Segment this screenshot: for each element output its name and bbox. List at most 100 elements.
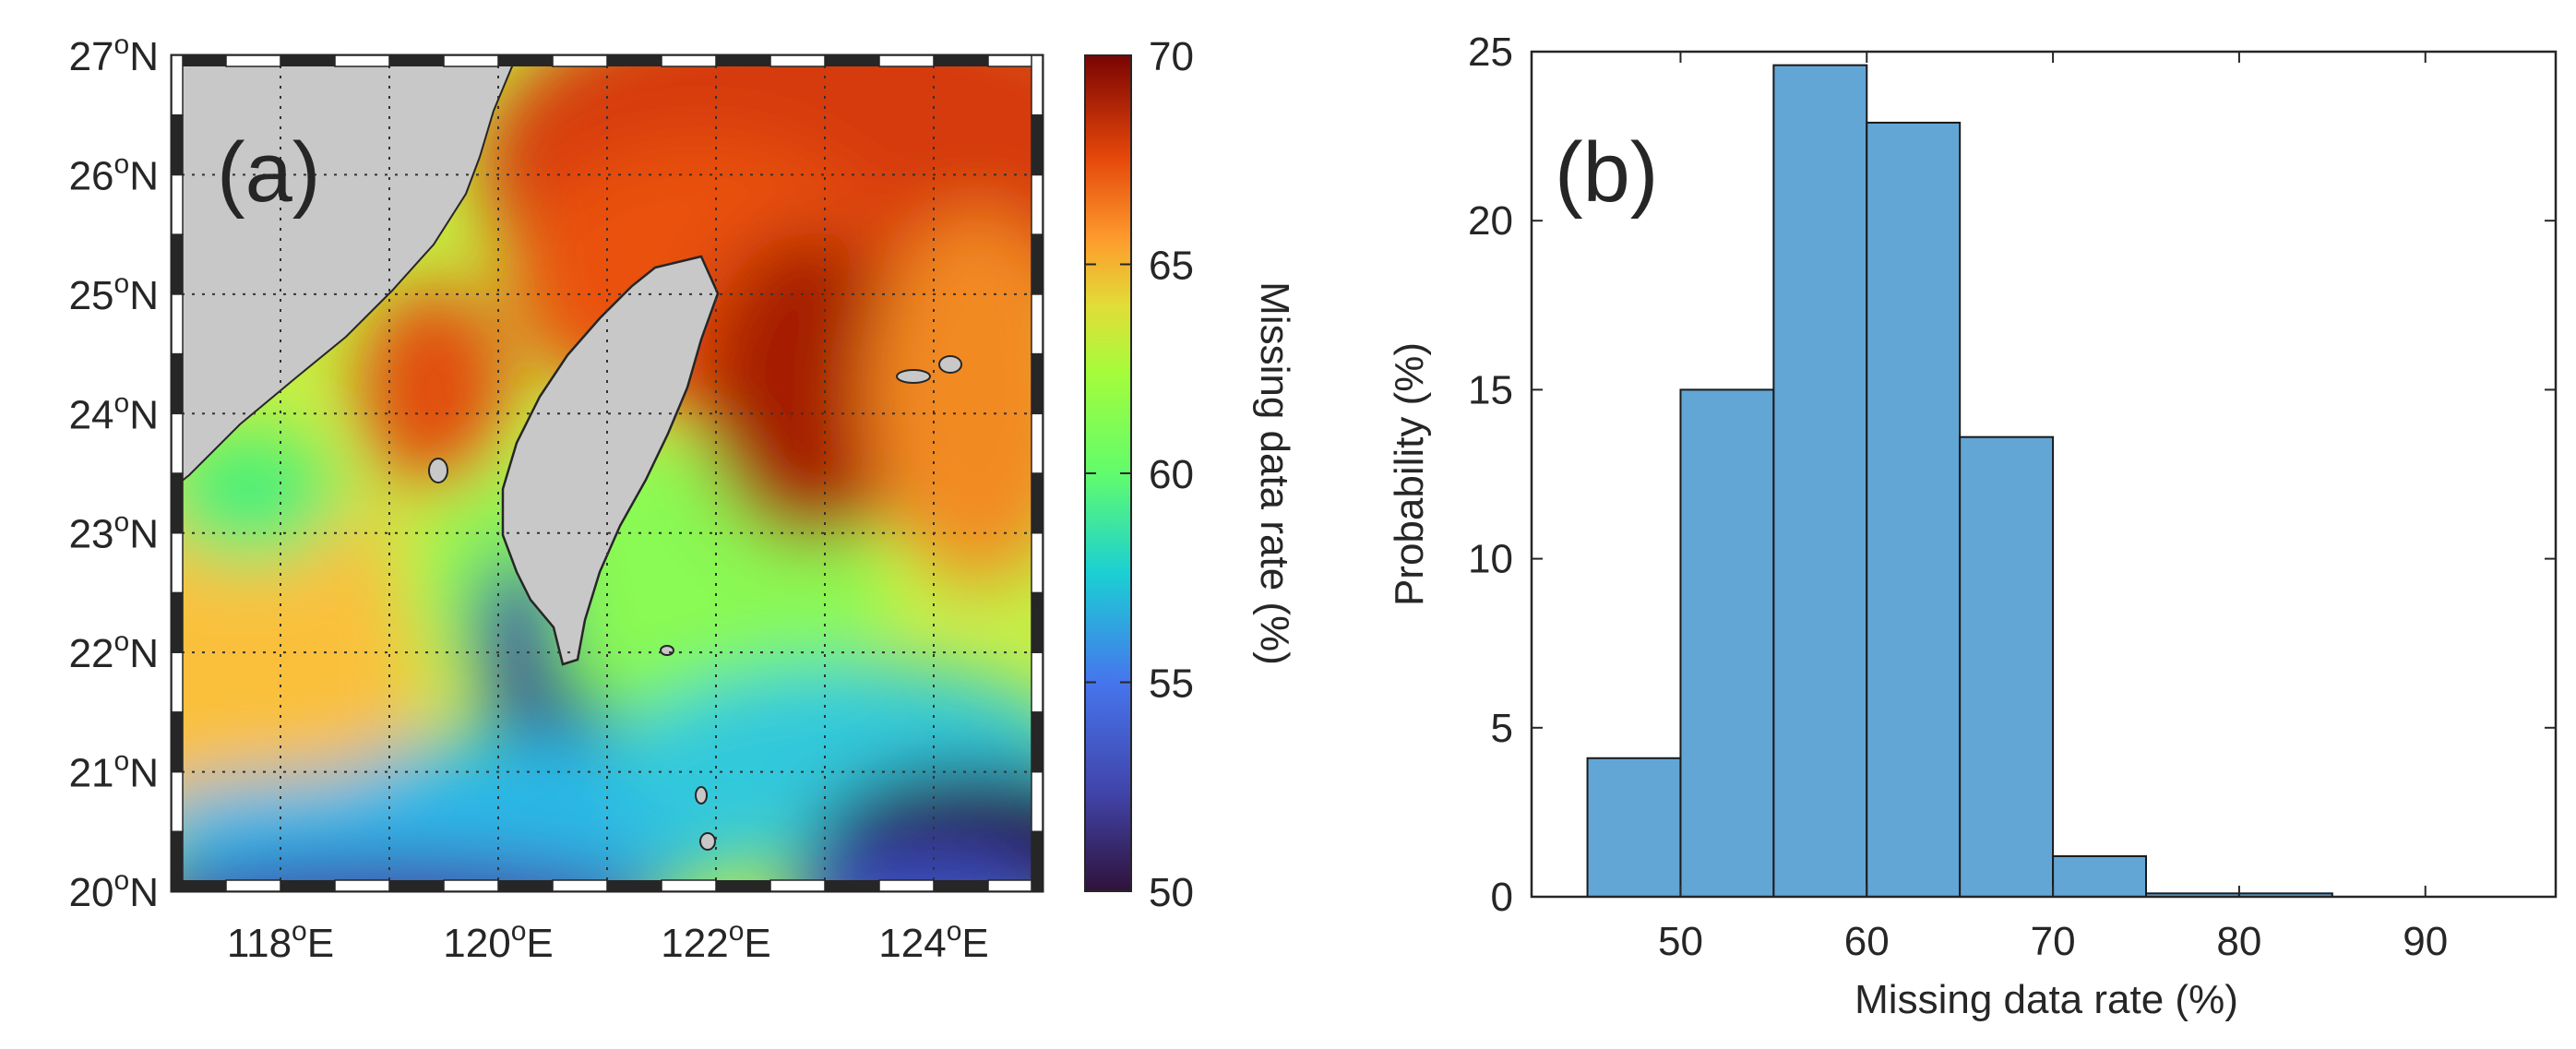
x-tick-label: 90	[2403, 919, 2448, 964]
frame-segment	[716, 880, 770, 891]
frame-segment	[171, 173, 184, 235]
y-tick-label: 0	[1491, 875, 1513, 920]
frame-segment	[1031, 770, 1044, 833]
frame-segment	[934, 880, 988, 891]
frame-segment	[171, 352, 184, 415]
frame-segment	[1031, 651, 1044, 713]
latitude-tick-label: 26oN	[69, 149, 159, 198]
frame-segment	[171, 113, 184, 176]
frame-segment	[171, 412, 184, 474]
frame-segment	[1031, 412, 1044, 474]
latitude-tick-label: 27oN	[69, 30, 159, 79]
colorbar-tick-label: 55	[1149, 662, 1194, 707]
frame-segment	[1031, 113, 1044, 176]
panel-a-label: (a)	[217, 125, 320, 220]
frame-segment	[1031, 830, 1044, 892]
latitude-tick-label: 20oN	[69, 865, 159, 915]
map-frame	[170, 54, 1044, 893]
frame-segment	[443, 54, 499, 67]
frame-segment	[825, 55, 879, 66]
taiwan-land	[501, 255, 720, 666]
frame-segment	[716, 55, 770, 66]
frame-segment	[334, 54, 390, 67]
histogram-bar	[1772, 64, 1868, 898]
frame-segment	[769, 54, 826, 67]
histogram-bar	[2052, 855, 2147, 898]
frame-segment	[1031, 472, 1044, 534]
frame-segment	[825, 880, 879, 891]
frame-segment	[334, 879, 390, 892]
panel-b-histogram: 50 60 70 80 90 0 5 10 15 20 25 (b) Missing data ra…	[1387, 30, 2558, 1022]
frame-segment	[661, 54, 717, 67]
frame-segment	[171, 830, 184, 892]
missing-rate-field	[172, 55, 1043, 891]
frame-segment	[171, 54, 184, 116]
frame-segment	[1031, 352, 1044, 415]
frame-segment	[171, 591, 184, 653]
frame-segment	[498, 880, 553, 891]
colorbar-tick-label: 50	[1149, 870, 1194, 915]
histogram-bar	[1586, 757, 1682, 898]
frame-segment	[171, 531, 184, 594]
island	[896, 369, 931, 384]
frame-segment	[280, 55, 335, 66]
frame-segment	[607, 880, 662, 891]
island	[699, 832, 716, 851]
map-tick-labels: 118oE 120oE 122oE 124oE 20oN 21oN 22oN 23oN 24oN…	[69, 30, 989, 966]
panel-b-label: (b)	[1555, 125, 1658, 220]
colorbar-ticks: 50 55 60 65 70	[1085, 34, 1194, 915]
y-tick-label: 25	[1468, 30, 1513, 75]
frame-segment	[389, 880, 444, 891]
island	[660, 645, 674, 656]
frame-segment	[171, 651, 184, 713]
frame-segment	[171, 472, 184, 534]
longitude-tick-label: 124oE	[878, 916, 988, 966]
frame-segment	[280, 880, 335, 891]
histogram-frame	[1530, 50, 2558, 899]
map-gridlines	[172, 55, 1043, 891]
frame-segment	[878, 54, 935, 67]
island	[428, 458, 448, 483]
island	[695, 786, 708, 805]
panel-a-map: 118oE 120oE 122oE 124oE 20oN 21oN 22oN 23oN 24oN…	[69, 30, 1044, 966]
frame-segment	[934, 55, 988, 66]
mainland-coast-land	[172, 55, 519, 491]
frame-segment	[443, 879, 499, 892]
frame-segment	[552, 879, 608, 892]
frame-segment	[171, 233, 184, 295]
frame-segment	[172, 55, 226, 66]
y-tick-label: 10	[1468, 537, 1513, 582]
y-tick-label: 15	[1468, 367, 1513, 412]
longitude-tick-label: 120oE	[443, 916, 553, 966]
frame-segment	[172, 880, 226, 891]
latitude-tick-label: 23oN	[69, 507, 159, 557]
histogram-ticks: 50 60 70 80 90 0 5 10 15 20 25	[1468, 30, 2556, 964]
longitude-tick-label: 118oE	[227, 916, 334, 966]
colorbar-tick-label: 65	[1149, 244, 1194, 289]
x-tick-label: 80	[2216, 919, 2261, 964]
frame-segment	[171, 293, 184, 355]
colorbar-tick-label: 70	[1149, 34, 1194, 79]
x-tick-label: 70	[2031, 919, 2076, 964]
frame-segment	[769, 879, 826, 892]
histogram-bars	[1586, 64, 2333, 899]
colorbar-label: Missing data rate (%)	[1252, 281, 1297, 665]
island	[938, 355, 962, 374]
latitude-tick-label: 22oN	[69, 626, 159, 676]
histogram-bar	[1866, 121, 1962, 899]
histogram-bar	[1679, 388, 1775, 898]
frame-segment	[171, 711, 184, 773]
colorbar-tick-label: 60	[1149, 452, 1194, 497]
frame-segment	[878, 879, 935, 892]
longitude-tick-label: 122oE	[661, 916, 770, 966]
y-tick-label: 5	[1491, 706, 1513, 751]
frame-segment	[1031, 293, 1044, 355]
frame-segment	[552, 54, 608, 67]
latitude-tick-label: 25oN	[69, 268, 159, 318]
histogram-bar	[1959, 435, 2055, 898]
frame-segment	[1031, 233, 1044, 295]
colorbar: 50 55 60 65 70 Missing data rate (%)	[1084, 34, 1297, 915]
frame-segment	[661, 879, 717, 892]
frame-segment	[1031, 54, 1044, 116]
